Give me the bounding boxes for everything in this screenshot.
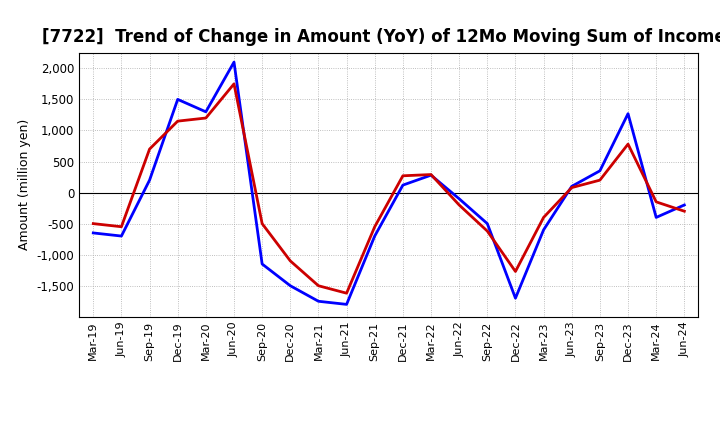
Net Income: [680, 209, 688, 214]
Ordinary Income: [624, 111, 632, 116]
Ordinary Income: [145, 177, 154, 183]
Line: Net Income: Net Income: [94, 84, 684, 293]
Net Income: [174, 118, 182, 124]
Net Income: [258, 221, 266, 226]
Net Income: [595, 177, 604, 183]
Title: [7722]  Trend of Change in Amount (YoY) of 12Mo Moving Sum of Incomes: [7722] Trend of Change in Amount (YoY) o…: [42, 28, 720, 46]
Ordinary Income: [455, 196, 464, 202]
Line: Ordinary Income: Ordinary Income: [94, 62, 684, 304]
Net Income: [624, 142, 632, 147]
Ordinary Income: [314, 299, 323, 304]
Ordinary Income: [511, 296, 520, 301]
Net Income: [483, 228, 492, 234]
Net Income: [202, 115, 210, 121]
Net Income: [567, 185, 576, 190]
Net Income: [342, 290, 351, 296]
Net Income: [427, 172, 436, 177]
Ordinary Income: [652, 215, 660, 220]
Ordinary Income: [89, 230, 98, 235]
Ordinary Income: [202, 109, 210, 114]
Ordinary Income: [539, 227, 548, 232]
Ordinary Income: [399, 183, 408, 188]
Y-axis label: Amount (million yen): Amount (million yen): [18, 119, 31, 250]
Net Income: [117, 224, 126, 229]
Ordinary Income: [230, 59, 238, 65]
Net Income: [370, 224, 379, 229]
Ordinary Income: [595, 168, 604, 173]
Net Income: [145, 147, 154, 152]
Ordinary Income: [567, 184, 576, 189]
Ordinary Income: [680, 202, 688, 208]
Net Income: [89, 221, 98, 226]
Net Income: [539, 215, 548, 220]
Ordinary Income: [117, 233, 126, 238]
Ordinary Income: [427, 172, 436, 178]
Net Income: [511, 269, 520, 274]
Net Income: [230, 81, 238, 87]
Ordinary Income: [174, 97, 182, 102]
Ordinary Income: [483, 221, 492, 226]
Net Income: [652, 199, 660, 205]
Net Income: [399, 173, 408, 179]
Net Income: [455, 202, 464, 208]
Ordinary Income: [286, 283, 294, 288]
Ordinary Income: [258, 261, 266, 267]
Ordinary Income: [370, 233, 379, 238]
Net Income: [314, 283, 323, 288]
Ordinary Income: [342, 302, 351, 307]
Net Income: [286, 258, 294, 264]
